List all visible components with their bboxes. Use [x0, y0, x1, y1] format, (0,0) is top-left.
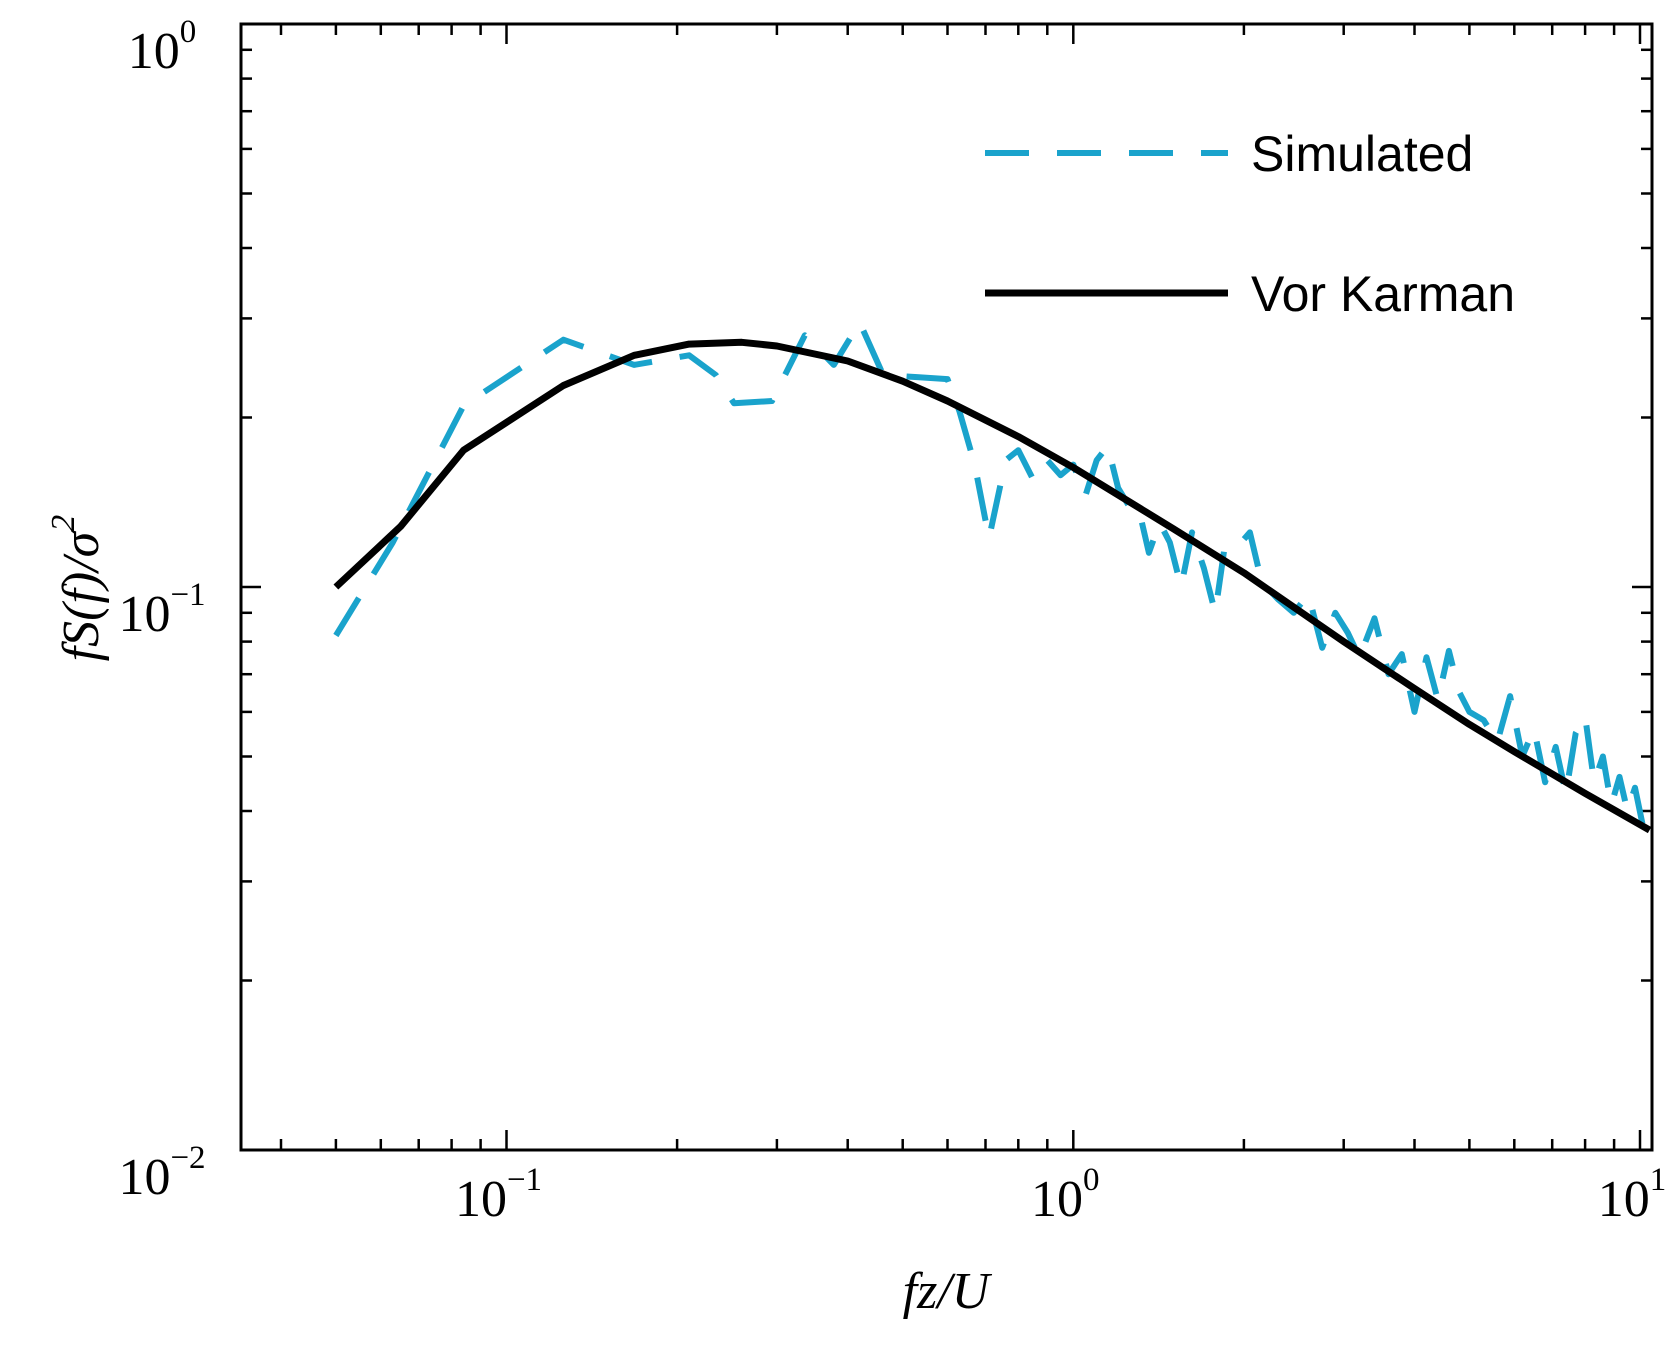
y-tick-label: 100 [128, 14, 197, 80]
y-tick-label: 10−1 [118, 577, 205, 643]
plot-frame [239, 22, 1654, 1152]
x-tick-label: 100 [1031, 1162, 1100, 1228]
y-tick-base: 10 [128, 23, 180, 80]
y-tick-exponent: −1 [170, 577, 205, 613]
legend-label-vor-karman: Vor Karman [1251, 266, 1515, 322]
legend-label-simulated: Simulated [1251, 126, 1473, 182]
x-tick-exponent: 1 [1650, 1162, 1667, 1198]
x-tick-base: 10 [455, 1171, 507, 1228]
y-tick-exponent: 0 [180, 14, 197, 50]
series-layer [333, 319, 1653, 834]
x-axis-label: fz/U [903, 1263, 993, 1320]
x-tick-exponent: −1 [507, 1162, 542, 1198]
y-axis-label-power: 2 [45, 515, 82, 532]
y-tick-label: 10−2 [118, 1140, 205, 1206]
legend: Simulated Vor Karman [985, 126, 1515, 322]
x-tick-base: 10 [1598, 1171, 1650, 1228]
x-tick-exponent: 0 [1083, 1162, 1100, 1198]
series-line-vor-karman [333, 338, 1652, 834]
y-tick-base: 10 [118, 586, 170, 643]
x-tick-labels: 10−1 100 101 [455, 1162, 1666, 1228]
y-tick-base: 10 [118, 1149, 170, 1206]
x-tick-base: 10 [1031, 1171, 1083, 1228]
y-axis-label: fS(f)/σ2 [45, 515, 110, 662]
y-axis-label-sigma: σ [53, 529, 110, 557]
y-axis-label-prefix: fS(f)/ [53, 553, 110, 662]
major-ticks [241, 22, 1652, 1152]
minor-ticks [241, 24, 1652, 1150]
y-tick-exponent: −2 [170, 1140, 205, 1176]
x-tick-label: 10−1 [455, 1162, 542, 1228]
x-tick-label: 101 [1598, 1162, 1667, 1228]
